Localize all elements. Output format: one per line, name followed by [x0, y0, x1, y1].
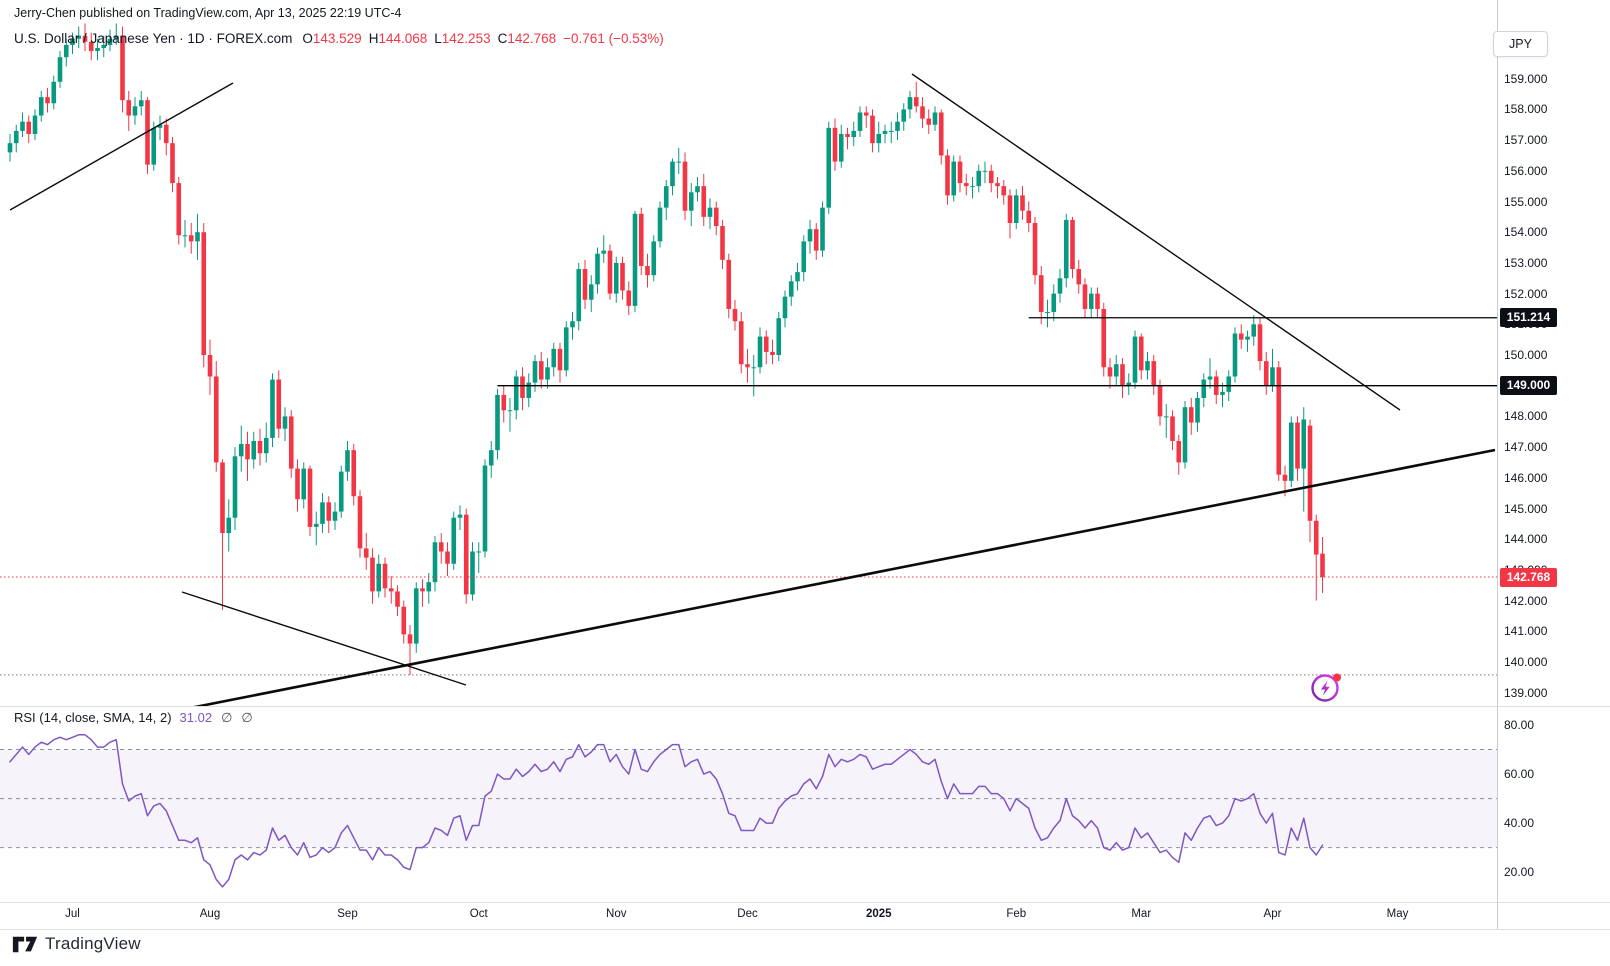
price-tick-label: 147.000 [1504, 440, 1548, 455]
change-value: −0.761 (−0.53%) [563, 31, 664, 46]
price-axis-border [1497, 0, 1498, 929]
high-value: 144.068 [378, 31, 428, 46]
price-level-badge: 149.000 [1500, 376, 1557, 396]
low-label: L [434, 31, 442, 46]
price-tick-label: 155.000 [1504, 194, 1548, 209]
flash-ideas-icon[interactable] [1308, 668, 1346, 706]
time-axis-label: Apr [1263, 908, 1282, 920]
time-axis-label: May [1386, 908, 1409, 920]
trendline[interactable] [911, 73, 1401, 411]
currency-button[interactable]: JPY [1493, 31, 1548, 57]
rsi-tick-label: 80.00 [1504, 718, 1535, 732]
chart-bottom-border [0, 929, 1610, 930]
rsi-empty-marker: ∅ [221, 710, 233, 725]
price-tick-label: 142.000 [1504, 593, 1548, 608]
price-level-badge: 151.214 [1500, 308, 1557, 328]
tradingview-brand-text: TradingView [45, 934, 141, 953]
price-tick-label: 148.000 [1504, 409, 1548, 424]
price-tick-label: 154.000 [1504, 225, 1548, 240]
price-tick-label: 145.000 [1504, 501, 1548, 516]
high-label: H [368, 31, 379, 46]
time-axis-label: Jul [65, 908, 80, 920]
price-tick-label: 152.000 [1504, 286, 1548, 301]
price-tick-label: 158.000 [1504, 102, 1548, 117]
price-tick-label: 144.000 [1504, 532, 1548, 547]
rsi-indicator-title[interactable]: RSI (14, close, SMA, 14, 2) [14, 710, 172, 725]
time-axis-label: Oct [469, 908, 488, 920]
time-axis-label: Sep [337, 908, 358, 920]
price-tick-label: 140.000 [1504, 655, 1548, 669]
price-tick-label: 150.000 [1504, 348, 1548, 362]
trendline[interactable] [180, 448, 1496, 706]
price-tick-label: 153.000 [1504, 255, 1548, 270]
time-axis-label: Nov [606, 908, 627, 920]
price-tick-label: 141.000 [1504, 624, 1548, 639]
close-label: C [497, 31, 508, 46]
time-axis-separator [0, 902, 1610, 903]
rsi-tick-label: 60.00 [1504, 767, 1535, 782]
time-axis-label: Feb [1006, 908, 1027, 920]
price-pane-canvas[interactable] [0, 0, 1497, 706]
candles-series [7, 23, 1325, 675]
time-axis-label: 2025 [865, 908, 892, 920]
price-tick-label: 146.000 [1504, 470, 1548, 485]
price-tick-label: 156.000 [1504, 163, 1548, 178]
time-axis-label: Mar [1131, 908, 1152, 920]
time-axis-label: Aug [199, 908, 221, 920]
low-value: 142.253 [441, 31, 491, 46]
tradingview-logo-icon [12, 936, 38, 952]
price-tick-label: 139.000 [1504, 685, 1548, 700]
price-levels[interactable] [0, 317, 1497, 676]
rsi-line [9, 734, 1324, 888]
symbol-legend: U.S. Dollar / Japanese Yen · 1D · FOREX.… [14, 31, 664, 46]
rsi-value: 31.02 [179, 710, 213, 725]
price-tick-label: 159.000 [1504, 71, 1548, 86]
footer-brand[interactable]: TradingView [12, 934, 141, 954]
close-value: 142.768 [507, 31, 557, 46]
rsi-legend: RSI (14, close, SMA, 14, 2) 31.02 ∅ ∅ [14, 710, 253, 726]
symbol-title[interactable]: U.S. Dollar / Japanese Yen · 1D · FOREX.… [14, 31, 293, 46]
rsi-empty-marker: ∅ [241, 710, 253, 725]
open-label: O [302, 31, 313, 46]
trendline[interactable] [9, 82, 234, 211]
published-attribution: Jerry-Chen published on TradingView.com,… [14, 6, 402, 20]
price-tick-label: 157.000 [1504, 133, 1548, 148]
rsi-tick-label: 20.00 [1504, 865, 1535, 880]
time-axis-label: Dec [737, 908, 758, 920]
pane-separator[interactable] [0, 706, 1610, 707]
trendline[interactable] [181, 591, 467, 686]
price-level-badge: 142.768 [1500, 567, 1557, 587]
open-value: 143.529 [312, 31, 362, 46]
rsi-tick-label: 40.00 [1504, 816, 1535, 831]
rsi-pane-canvas[interactable] [0, 706, 1497, 902]
